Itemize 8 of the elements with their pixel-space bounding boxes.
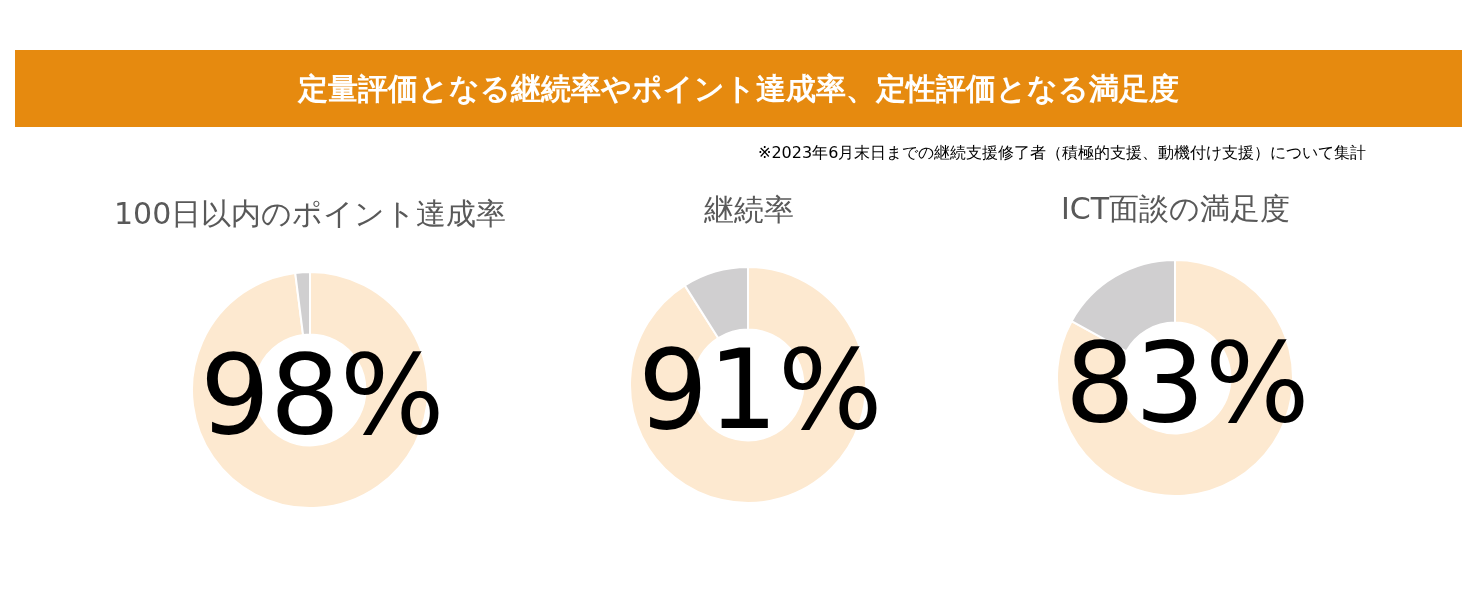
chart-title: ICT面談の満足度	[1061, 191, 1291, 226]
text: ※2023年6月末日までの継続支援修了者（積極的支援、動機付け支援）について集計	[758, 143, 1367, 162]
text: 定量評価となる継続率やポイント達成率、定性評価となる満足度	[297, 71, 1179, 106]
chart-title: 100日以内のポイント達成率	[114, 196, 507, 231]
chart-title: 継続率	[703, 192, 794, 227]
data-label: 83%	[1065, 319, 1310, 447]
data-label: 91%	[638, 326, 883, 454]
data-label: 98%	[200, 331, 445, 459]
